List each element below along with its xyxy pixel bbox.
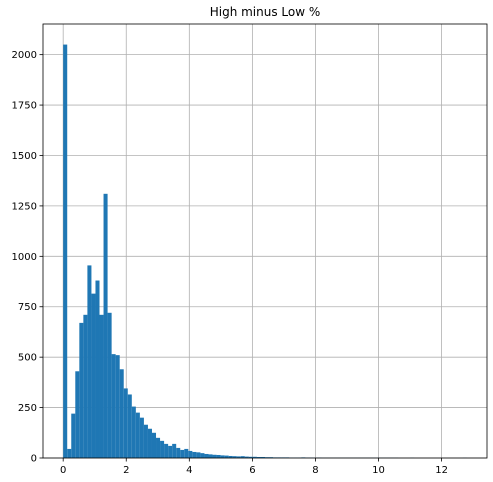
histogram-bar <box>240 456 245 458</box>
histogram-bar <box>168 445 173 458</box>
histogram-bar <box>123 388 128 458</box>
histogram-bar <box>79 322 84 458</box>
x-tick-label: 10 <box>372 465 385 476</box>
histogram-bar <box>196 452 201 458</box>
histogram-bar <box>200 453 205 458</box>
histogram-bar <box>188 450 193 458</box>
histogram-bar <box>75 371 80 458</box>
histogram-bar <box>232 456 237 458</box>
histogram-bar <box>260 456 265 458</box>
grid-lines <box>43 24 487 459</box>
histogram-bar <box>204 453 209 458</box>
histogram-bar <box>265 457 270 458</box>
histogram-bar <box>184 448 189 458</box>
x-tick-label: 6 <box>249 465 255 476</box>
histogram-bar <box>220 455 225 458</box>
histogram-bar <box>139 417 144 458</box>
histogram-bar <box>107 312 112 458</box>
histogram-bar <box>224 455 229 458</box>
histogram-bar <box>119 369 124 458</box>
histogram-bar <box>103 193 108 459</box>
histogram-bar <box>115 355 120 458</box>
histogram-bar <box>151 432 157 458</box>
histogram-bar <box>228 455 233 458</box>
y-axis: 0 250 500 750 1000 1250 1500 1750 2000 <box>12 50 43 465</box>
histogram-bar <box>252 456 257 458</box>
histogram-bar <box>95 280 100 458</box>
histogram-bar <box>131 406 136 458</box>
y-tick-label: 750 <box>18 302 37 313</box>
y-tick-label: 1750 <box>12 101 37 112</box>
histogram-bar <box>212 454 217 458</box>
histogram-bar <box>248 456 253 458</box>
histogram-bar <box>111 354 116 458</box>
plot-frame <box>42 23 488 459</box>
histogram-bar <box>164 443 169 458</box>
histogram-bar <box>192 451 197 458</box>
histogram-bar <box>172 443 177 458</box>
histogram-bar <box>208 454 213 458</box>
y-tick-label: 1250 <box>12 201 37 212</box>
y-tick-label: 0 <box>31 454 37 465</box>
histogram-bar <box>99 314 104 458</box>
x-tick-label: 2 <box>123 465 129 476</box>
histogram-bar <box>87 265 92 458</box>
histogram-bar <box>147 428 152 458</box>
histogram-bar <box>236 456 241 458</box>
histogram-bar <box>135 412 140 458</box>
histogram-bar <box>127 394 132 458</box>
histogram-bar <box>83 314 88 458</box>
y-tick-label: 1000 <box>12 252 37 263</box>
histogram-bar <box>160 440 165 458</box>
y-tick-label: 2000 <box>12 50 37 61</box>
histogram-bar <box>143 424 148 458</box>
x-tick-label: 0 <box>60 465 66 476</box>
histogram-bar <box>244 456 249 458</box>
histogram-bar <box>63 44 68 459</box>
x-tick-label: 4 <box>186 465 192 476</box>
histogram-bar <box>269 457 274 458</box>
histogram-bar <box>180 449 185 458</box>
histogram-bar <box>67 448 72 458</box>
histogram-bars <box>63 44 467 459</box>
histogram-bar <box>256 456 261 458</box>
histogram-bar <box>71 413 76 458</box>
histogram-bar <box>176 447 181 458</box>
histogram-bar <box>91 293 96 458</box>
x-tick-label: 8 <box>312 465 318 476</box>
y-tick-label: 250 <box>18 403 37 414</box>
x-axis: 0 2 4 6 8 10 12 <box>60 458 448 476</box>
histogram-bar <box>216 454 221 458</box>
x-tick-label: 12 <box>435 465 448 476</box>
histogram-bar <box>156 437 161 458</box>
y-tick-label: 500 <box>18 353 37 364</box>
chart-title: High minus Low % <box>210 5 321 19</box>
y-tick-label: 1500 <box>12 151 37 162</box>
